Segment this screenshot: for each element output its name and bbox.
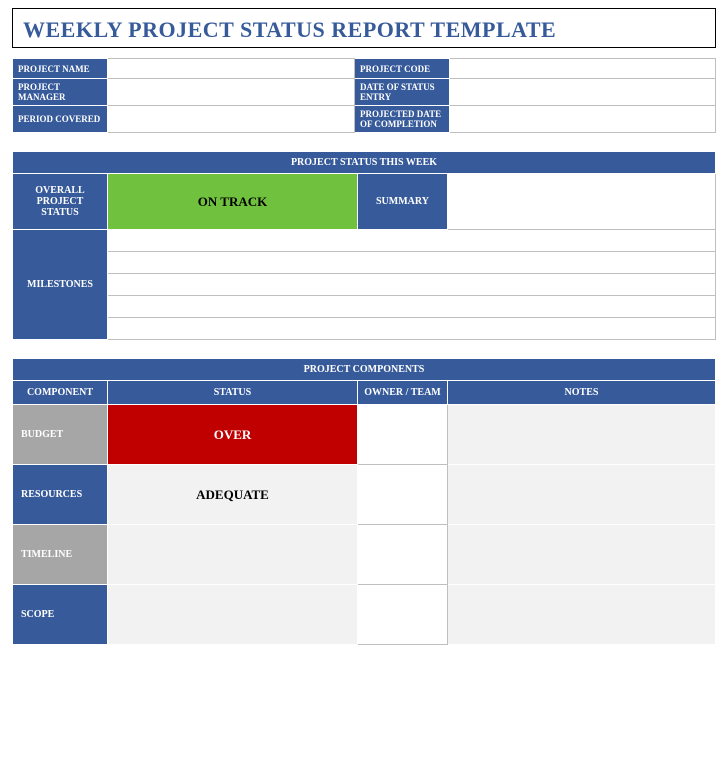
scope-owner[interactable] [358, 585, 448, 645]
overall-status-label: OVERALL PROJECT STATUS [13, 174, 108, 230]
milestones-label: MILESTONES [13, 230, 108, 340]
col-component: COMPONENT [13, 381, 108, 405]
resources-notes[interactable] [448, 465, 716, 525]
milestone-row-0[interactable] [108, 230, 716, 252]
status-week-header: PROJECT STATUS THIS WEEK [13, 152, 716, 174]
timeline-status[interactable] [108, 525, 358, 585]
components-header: PROJECT COMPONENTS [13, 359, 716, 381]
projected-completion-value[interactable] [450, 106, 716, 133]
title-bar: WEEKLY PROJECT STATUS REPORT TEMPLATE [12, 8, 716, 48]
col-owner: OWNER / TEAM [358, 381, 448, 405]
milestone-row-3[interactable] [108, 296, 716, 318]
project-name-label: PROJECT NAME [13, 59, 108, 79]
resources-owner[interactable] [358, 465, 448, 525]
period-covered-label: PERIOD COVERED [13, 106, 108, 133]
project-info-table: PROJECT NAME PROJECT CODE PROJECT MANAGE… [12, 58, 716, 133]
scope-status[interactable] [108, 585, 358, 645]
milestone-row-2[interactable] [108, 274, 716, 296]
status-week-table: PROJECT STATUS THIS WEEK OVERALL PROJECT… [12, 151, 716, 340]
overall-status-value[interactable]: ON TRACK [108, 174, 358, 230]
col-status: STATUS [108, 381, 358, 405]
resources-label: RESOURCES [13, 465, 108, 525]
budget-notes[interactable] [448, 405, 716, 465]
budget-status[interactable]: OVER [108, 405, 358, 465]
timeline-label: TIMELINE [13, 525, 108, 585]
budget-owner[interactable] [358, 405, 448, 465]
milestone-row-4[interactable] [108, 318, 716, 340]
scope-label: SCOPE [13, 585, 108, 645]
page-title: WEEKLY PROJECT STATUS REPORT TEMPLATE [23, 17, 705, 43]
period-covered-value[interactable] [108, 106, 355, 133]
components-table: PROJECT COMPONENTS COMPONENT STATUS OWNE… [12, 358, 716, 645]
project-manager-value[interactable] [108, 79, 355, 106]
date-status-label: DATE OF STATUS ENTRY [355, 79, 450, 106]
project-manager-label: PROJECT MANAGER [13, 79, 108, 106]
project-code-value[interactable] [450, 59, 716, 79]
resources-status[interactable]: ADEQUATE [108, 465, 358, 525]
projected-completion-label: PROJECTED DATE OF COMPLETION [355, 106, 450, 133]
budget-label: BUDGET [13, 405, 108, 465]
summary-value[interactable] [448, 174, 716, 230]
timeline-notes[interactable] [448, 525, 716, 585]
col-notes: NOTES [448, 381, 716, 405]
timeline-owner[interactable] [358, 525, 448, 585]
project-code-label: PROJECT CODE [355, 59, 450, 79]
milestone-row-1[interactable] [108, 252, 716, 274]
summary-label: SUMMARY [358, 174, 448, 230]
date-status-value[interactable] [450, 79, 716, 106]
project-name-value[interactable] [108, 59, 355, 79]
scope-notes[interactable] [448, 585, 716, 645]
